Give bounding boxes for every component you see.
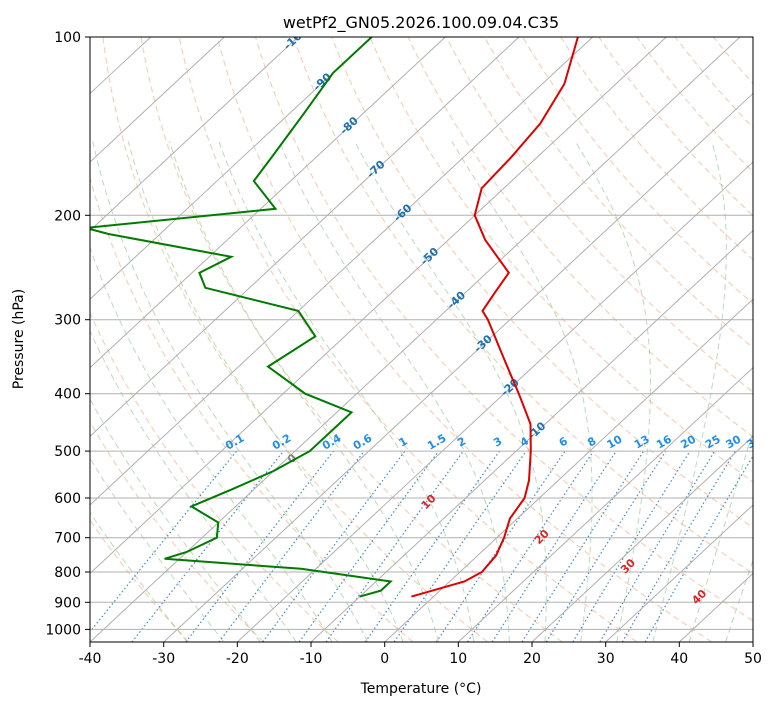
mixing-ratio-line xyxy=(393,450,527,642)
x-tick-label: -10 xyxy=(300,651,323,667)
isotherm-line xyxy=(90,37,667,575)
y-tick-label: 200 xyxy=(54,208,81,224)
y-tick-label: 1000 xyxy=(45,622,81,638)
isotherm-line xyxy=(90,37,373,300)
isotherm-line xyxy=(605,504,753,642)
x-tick-label: -20 xyxy=(226,651,249,667)
dry-adiabat-line xyxy=(293,37,753,575)
y-tick-label: 300 xyxy=(54,313,81,329)
isotherm-line xyxy=(163,92,753,642)
plot-area: -100-90-80-70-60-50-40-30-20-10 0.1 0.2 0.… xyxy=(90,37,764,642)
dry-adiabat-line xyxy=(636,37,753,173)
x-tick-label: 0 xyxy=(380,651,389,667)
mixing-ratio-line xyxy=(90,450,238,633)
isotherm-line xyxy=(310,229,753,642)
x-tick-label: 20 xyxy=(523,651,541,667)
mixing-ratio-line xyxy=(572,450,691,642)
y-tick-label: 100 xyxy=(54,30,81,46)
mixing-ratio-line xyxy=(325,450,464,642)
dry-adiabat-line xyxy=(216,37,712,642)
isotherm-line xyxy=(384,298,753,642)
mixing-ratio-line xyxy=(131,450,284,642)
y-axis-label: Pressure (hPa) xyxy=(11,289,27,389)
dry-adiabat-line xyxy=(140,37,563,642)
dewpoint-line xyxy=(90,37,393,598)
chart-title: wetPf2_GN05.2026.100.09.04.C35 xyxy=(283,13,559,33)
mixing-ratio-line xyxy=(491,450,617,642)
mixing-ratio-line xyxy=(644,454,753,642)
dry-adiabat-line xyxy=(522,37,753,305)
mixing-ratio-label: 36 xyxy=(744,432,764,451)
y-tick-label: 400 xyxy=(54,387,81,403)
mixing-ratio-line xyxy=(599,450,716,642)
temperature-line xyxy=(411,37,579,598)
isotherm-line xyxy=(90,37,299,232)
mixing-ratio-line xyxy=(298,450,440,642)
isobar-grid xyxy=(90,37,753,630)
isotherm-line xyxy=(457,367,753,642)
x-tick-label: 30 xyxy=(597,651,615,667)
x-axis-label: Temperature (°C) xyxy=(360,681,482,697)
isotherm-line xyxy=(236,161,753,642)
isotherm-line xyxy=(90,37,225,163)
isotherm-grid xyxy=(90,37,753,642)
dry-adiabat-line xyxy=(90,311,339,642)
mixing-ratio-line xyxy=(185,450,334,642)
y-tick-label: 800 xyxy=(54,565,81,581)
x-tick-label: 10 xyxy=(449,651,467,667)
isotherm-line xyxy=(90,37,520,437)
x-axis-ticks: -40 -30 -20 -10 0 10 20 30 40 50 xyxy=(79,642,762,667)
x-tick-label: -30 xyxy=(152,651,175,667)
y-tick-label: 700 xyxy=(54,531,81,547)
y-tick-label: 600 xyxy=(54,491,81,507)
dry-adiabat-line xyxy=(560,37,753,261)
x-tick-label: -40 xyxy=(79,651,102,667)
isotherm-line xyxy=(90,37,446,369)
dry-adiabat-line xyxy=(90,519,190,642)
x-tick-label: 50 xyxy=(744,651,762,667)
dry-adiabat-line xyxy=(445,37,753,393)
dry-adiabat-line xyxy=(331,37,753,529)
dry-adiabats xyxy=(90,37,753,642)
dry-adiabat-line xyxy=(255,37,753,622)
x-tick-label: 40 xyxy=(670,651,688,667)
plot-frame xyxy=(89,36,754,643)
dry-adiabat-line xyxy=(369,37,753,483)
isotherm-line xyxy=(90,37,594,506)
y-tick-label: 900 xyxy=(54,595,81,611)
y-axis-ticks: 100 200 300 400 500 600 700 800 900 1000 xyxy=(45,30,90,638)
mixing-ratio-line xyxy=(364,450,501,642)
isotherm-line xyxy=(531,435,753,642)
isotherm-line xyxy=(90,37,741,642)
mixing-ratio-line xyxy=(521,450,645,642)
y-tick-label: 500 xyxy=(54,444,81,460)
dry-adiabat-line xyxy=(178,37,638,642)
